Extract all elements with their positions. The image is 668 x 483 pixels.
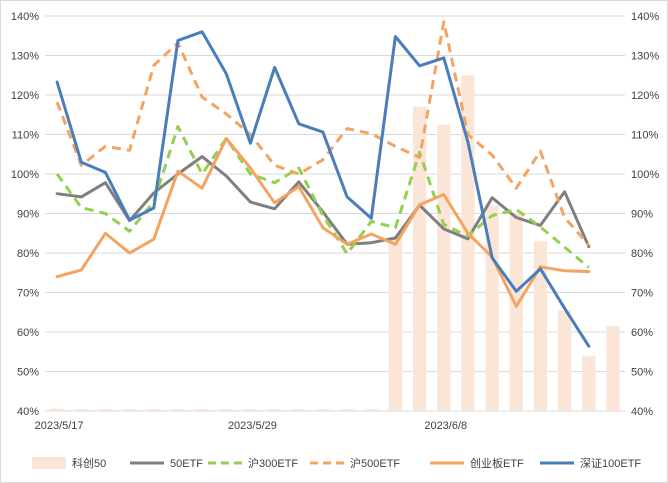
y-tick-label-left: 40% (17, 406, 39, 418)
y-tick-label-left: 50% (17, 367, 39, 379)
series-line (55, 137, 591, 308)
bar (316, 409, 330, 411)
bar (243, 409, 258, 411)
bar (267, 409, 282, 411)
series-line (55, 155, 591, 249)
legend-label: 创业板ETF (470, 456, 524, 470)
legend-label: 沪300ETF (248, 456, 298, 470)
bar (50, 408, 64, 411)
bar (364, 409, 378, 411)
y-tick-label-right: 110% (631, 130, 659, 142)
y-tick-label-left: 80% (17, 248, 39, 260)
bar (147, 409, 161, 411)
y-tick-label-right: 120% (631, 90, 659, 102)
bar (412, 106, 427, 411)
bar (606, 326, 620, 411)
x-tick-label: 2023/6/8 (424, 420, 467, 432)
y-tick-label-right: 70% (631, 288, 653, 300)
y-axis-left: 40% 50% 60% 70% 80% 90% 100% 110% 120% 130% 140% (11, 11, 39, 418)
bar (509, 213, 523, 411)
y-tick-label-left: 140% (11, 11, 39, 23)
y-tick-label-right: 60% (631, 327, 653, 339)
legend-label: 沪500ETF (350, 456, 400, 470)
bar (437, 124, 451, 411)
line-series-group (55, 20, 591, 348)
y-tick-label-right: 140% (631, 11, 659, 23)
legend-label: 科创50 (72, 456, 106, 470)
bar (219, 409, 233, 411)
series-line (55, 20, 590, 247)
y-tick-label-right: 90% (631, 209, 653, 221)
bar (557, 310, 572, 411)
bar (485, 205, 499, 411)
y-tick-label-right: 50% (631, 367, 653, 379)
x-tick-label: 2023/5/17 (35, 420, 84, 432)
legend-label: 50ETF (170, 458, 203, 470)
y-tick-label-left: 70% (17, 288, 39, 300)
y-tick-label-left: 60% (17, 327, 39, 339)
grid-lines (45, 15, 625, 412)
y-tick-label-left: 100% (11, 169, 39, 181)
y-tick-label-left: 110% (12, 130, 40, 142)
legend-swatch (32, 457, 66, 469)
y-tick-label-right: 80% (631, 248, 653, 260)
bar (533, 241, 548, 411)
bar (98, 409, 113, 411)
y-tick-label-right: 100% (631, 169, 659, 181)
y-tick-label-left: 90% (17, 209, 39, 221)
y-tick-label-right: 40% (631, 406, 653, 418)
legend: 科创50 50ETF 沪300ETF 沪500ETF 创业板ETF 深证100ETF (32, 456, 641, 470)
y-tick-label-left: 120% (11, 90, 39, 102)
bar (171, 409, 185, 411)
bar (340, 409, 354, 411)
series-line (55, 30, 591, 348)
series-line (55, 125, 590, 269)
x-tick-label: 2023/5/29 (228, 420, 277, 432)
x-axis: 2023/5/17 2023/5/29 2023/6/8 (35, 420, 468, 432)
y-tick-label-left: 130% (11, 51, 39, 63)
bar (122, 409, 137, 411)
y-axis-right: 40% 50% 60% 70% 80% 90% 100% 110% 120% 130% 140% (631, 11, 659, 418)
y-tick-label-right: 130% (631, 51, 659, 63)
bar (582, 355, 596, 411)
bar (388, 237, 403, 411)
bar-series-group (50, 75, 620, 411)
bar (292, 409, 306, 411)
bar (74, 409, 88, 411)
bar (195, 409, 209, 411)
legend-label: 深证100ETF (580, 457, 641, 470)
